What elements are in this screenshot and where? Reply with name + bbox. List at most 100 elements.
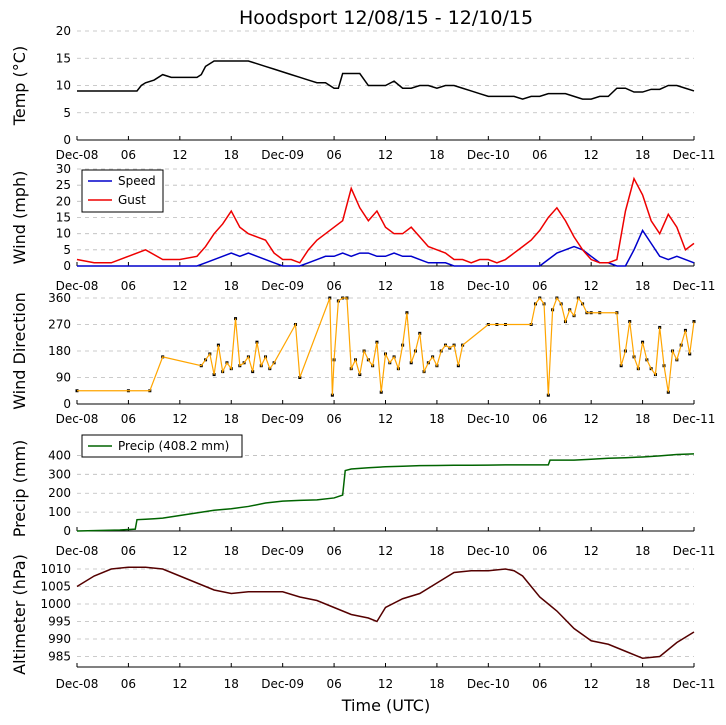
x-tick-label: Dec-11 (673, 677, 716, 691)
x-tick-label: 06 (326, 412, 341, 426)
y-tick-label: 0 (63, 524, 71, 538)
y-tick-label: 15 (56, 211, 71, 225)
x-tick-label: 06 (121, 544, 136, 558)
x-tick-label: 12 (172, 412, 187, 426)
y-tick-label: 100 (48, 505, 71, 519)
y-tick-label: 1000 (40, 597, 71, 611)
panel-4: 985 990 995 1000 1005 1010 Dec-08 06 12 18 Dec-09 0… (10, 554, 715, 691)
x-tick-label: 18 (224, 544, 239, 558)
x-tick-label: 18 (429, 412, 444, 426)
y-tick-label: 20 (56, 194, 71, 208)
x-tick-label: 12 (172, 148, 187, 162)
x-tick-label: Dec-09 (261, 148, 304, 162)
x-tick-label: Dec-10 (467, 412, 510, 426)
y-tick-label: 5 (63, 106, 71, 120)
y-tick-label: 1005 (40, 580, 71, 594)
x-tick-label: Dec-11 (673, 544, 716, 558)
x-tick-label: 18 (635, 412, 650, 426)
x-tick-label: Dec-08 (56, 544, 99, 558)
legend-box (81, 434, 243, 458)
x-axis-label: Time (UTC) (341, 696, 430, 715)
x-tick-label: 06 (326, 279, 341, 293)
chart-title: Hoodsport 12/08/15 - 12/10/15 (239, 7, 533, 29)
x-tick-label: 12 (584, 148, 599, 162)
series-line-altimeter (76, 566, 695, 660)
y-tick-label: 300 (48, 467, 71, 481)
y-tick-label: 200 (48, 486, 71, 500)
y-tick-label: 400 (48, 448, 71, 462)
x-tick-label: Dec-09 (261, 544, 304, 558)
x-tick-label: 06 (121, 677, 136, 691)
y-axis-label: Wind (mph) (10, 171, 29, 265)
y-axis-label: Temp (°C) (10, 46, 29, 126)
x-tick-label: 18 (635, 148, 650, 162)
x-tick-label: 06 (121, 412, 136, 426)
y-tick-label: 20 (56, 24, 71, 38)
x-tick-label: 06 (532, 279, 547, 293)
x-tick-label: 12 (378, 148, 393, 162)
y-tick-label: 10 (56, 79, 71, 93)
x-tick-label: Dec-08 (56, 279, 99, 293)
y-tick-label: 985 (48, 650, 71, 664)
y-axis-label: Precip (mm) (10, 440, 29, 538)
x-tick-label: 06 (532, 677, 547, 691)
x-tick-label: 18 (224, 677, 239, 691)
y-tick-label: 360 (48, 291, 71, 305)
x-tick-label: 18 (429, 148, 444, 162)
x-tick-label: 12 (584, 412, 599, 426)
x-tick-label: 06 (532, 544, 547, 558)
panel-1: 0 5 10 15 20 25 30 Dec-08 06 12 18 Dec-09 06 12 18 Dec-… (10, 162, 715, 293)
x-tick-label: 12 (378, 412, 393, 426)
x-tick-label: Dec-09 (261, 279, 304, 293)
panel-0: 0 5 10 15 20 Dec-08 06 12 18 Dec-09 06 12 18 Dec-10 06… (10, 24, 715, 162)
panel-3: 0 100 200 300 400 Dec-08 06 12 18 Dec-09 06 12 18 Dec… (10, 434, 716, 558)
x-tick-label: 12 (584, 279, 599, 293)
y-tick-label: 270 (48, 318, 71, 332)
series-line-speed (77, 228, 695, 267)
x-tick-label: 06 (532, 412, 547, 426)
x-tick-label: 06 (121, 279, 136, 293)
y-tick-label: 90 (56, 371, 71, 385)
y-tick-label: 1010 (40, 562, 71, 576)
y-tick-label: 0 (63, 259, 71, 273)
x-tick-label: 18 (635, 677, 650, 691)
series-line-precip-408-2-mm- (76, 453, 695, 532)
x-tick-label: 18 (224, 148, 239, 162)
x-tick-label: Dec-10 (467, 677, 510, 691)
x-tick-label: Dec-10 (467, 148, 510, 162)
panel-2: 0 90 180 270 360 Dec-08 06 12 18 Dec-09 06 12 18 Dec-… (10, 291, 715, 426)
y-axis-label: Wind Direction (10, 292, 29, 410)
y-tick-label: 30 (56, 162, 71, 176)
x-tick-label: 18 (224, 279, 239, 293)
x-tick-label: Dec-09 (261, 412, 304, 426)
y-axis-label: Altimeter (hPa) (10, 554, 29, 675)
x-tick-label: 06 (326, 544, 341, 558)
x-tick-label: 12 (378, 677, 393, 691)
x-tick-label: 18 (635, 544, 650, 558)
y-tick-label: 10 (56, 227, 71, 241)
x-tick-label: Dec-08 (56, 677, 99, 691)
x-tick-label: 12 (172, 279, 187, 293)
x-tick-label: Dec-09 (261, 677, 304, 691)
x-tick-label: Dec-11 (673, 412, 716, 426)
x-tick-label: 18 (429, 279, 444, 293)
y-tick-label: 15 (56, 51, 71, 65)
x-tick-label: 12 (172, 677, 187, 691)
y-tick-label: 180 (48, 344, 71, 358)
series-line-gust (76, 176, 695, 264)
x-tick-label: 18 (224, 412, 239, 426)
legend-label: Gust (118, 193, 146, 207)
y-tick-label: 990 (48, 632, 71, 646)
series-line-temp (77, 60, 695, 100)
x-tick-label: 18 (635, 279, 650, 293)
x-tick-label: 12 (172, 544, 187, 558)
y-tick-label: 0 (63, 397, 71, 411)
legend-box (81, 169, 164, 213)
x-tick-label: Dec-10 (467, 544, 510, 558)
y-tick-label: 0 (63, 133, 71, 147)
y-tick-label: 5 (63, 243, 71, 257)
x-tick-label: 06 (326, 677, 341, 691)
x-tick-label: 18 (429, 677, 444, 691)
x-tick-label: 06 (121, 148, 136, 162)
y-tick-label: 25 (56, 178, 71, 192)
